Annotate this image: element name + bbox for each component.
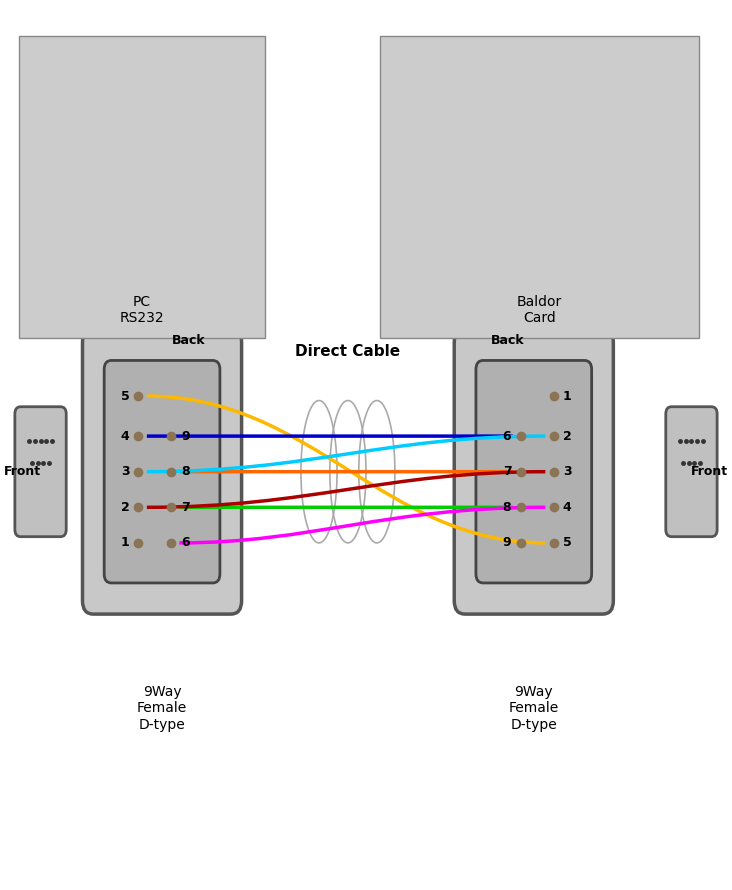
Text: 8: 8 <box>181 465 190 478</box>
Text: 2: 2 <box>563 430 572 442</box>
Text: 6: 6 <box>503 430 512 442</box>
Text: 9: 9 <box>503 537 512 549</box>
Text: 8: 8 <box>503 501 512 514</box>
Text: Front: Front <box>4 465 41 478</box>
Text: 9Way
Female
D-type: 9Way Female D-type <box>509 685 559 732</box>
Text: 9: 9 <box>181 430 190 442</box>
Text: 3: 3 <box>563 465 572 478</box>
Text: Back: Back <box>172 334 206 347</box>
FancyBboxPatch shape <box>666 407 717 537</box>
FancyBboxPatch shape <box>83 329 242 614</box>
Text: 9Way
Female
D-type: 9Way Female D-type <box>137 685 187 732</box>
FancyBboxPatch shape <box>104 360 220 583</box>
Text: 5: 5 <box>121 390 130 402</box>
Text: 2: 2 <box>121 501 130 514</box>
FancyBboxPatch shape <box>19 36 265 338</box>
Text: 4: 4 <box>563 501 572 514</box>
Text: 7: 7 <box>181 501 190 514</box>
Text: Back: Back <box>490 334 524 347</box>
Text: 7: 7 <box>503 465 512 478</box>
Text: 6: 6 <box>181 537 190 549</box>
Text: 3: 3 <box>121 465 130 478</box>
Text: 4: 4 <box>121 430 130 442</box>
Text: Baldor
Card: Baldor Card <box>517 295 562 325</box>
FancyBboxPatch shape <box>15 407 66 537</box>
FancyBboxPatch shape <box>455 329 613 614</box>
Text: 5: 5 <box>563 537 572 549</box>
Text: 1: 1 <box>563 390 572 402</box>
Text: 1: 1 <box>121 537 130 549</box>
Text: Direct Cable: Direct Cable <box>295 344 400 359</box>
Text: PC
RS232: PC RS232 <box>119 295 164 325</box>
FancyBboxPatch shape <box>476 360 591 583</box>
Text: Front: Front <box>691 465 728 478</box>
FancyBboxPatch shape <box>381 36 698 338</box>
